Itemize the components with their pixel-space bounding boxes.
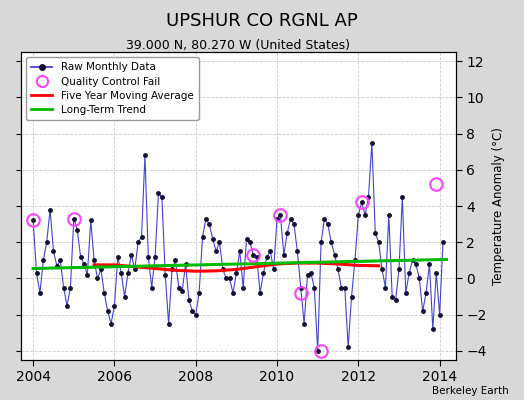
- Legend: Raw Monthly Data, Quality Control Fail, Five Year Moving Average, Long-Term Tren: Raw Monthly Data, Quality Control Fail, …: [26, 57, 199, 120]
- Y-axis label: Temperature Anomaly (°C): Temperature Anomaly (°C): [492, 127, 505, 285]
- Text: UPSHUR CO RGNL AP: UPSHUR CO RGNL AP: [166, 12, 358, 30]
- Text: Berkeley Earth: Berkeley Earth: [432, 386, 508, 396]
- Title: 39.000 N, 80.270 W (United States): 39.000 N, 80.270 W (United States): [126, 39, 351, 52]
